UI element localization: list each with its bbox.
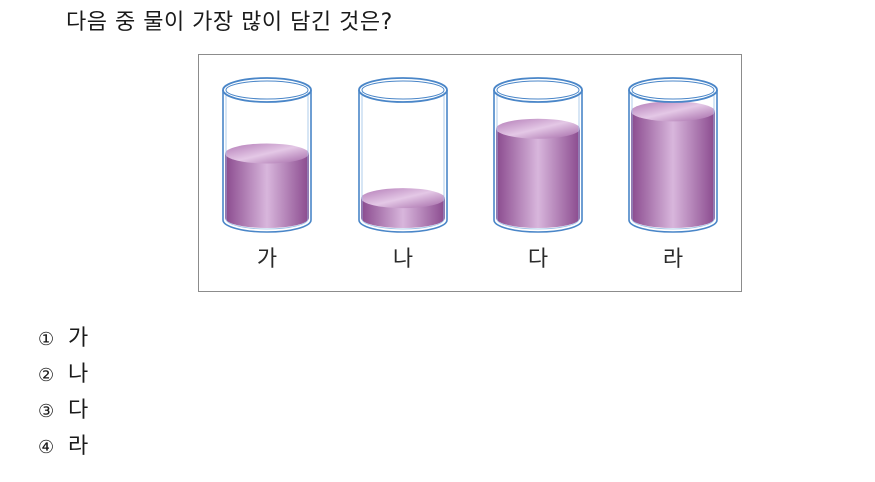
choice-text: 가 — [68, 326, 89, 351]
choice-text: 라 — [68, 434, 89, 459]
cups-figure: 가 나 다 라 — [198, 54, 742, 292]
glass-rim-inner — [361, 80, 445, 100]
liquid-surface — [361, 188, 445, 209]
cup-label-na: 나 — [392, 247, 414, 272]
cup-ra — [628, 77, 718, 233]
glass-rim — [358, 77, 448, 103]
cup-ga — [222, 77, 312, 233]
choice-text: 나 — [68, 362, 89, 387]
cup-label-ra: 라 — [662, 247, 684, 272]
glass-rim — [628, 77, 718, 103]
glass-rim-inner — [496, 80, 580, 100]
liquid-surface — [631, 101, 715, 122]
glass-wall — [628, 90, 718, 233]
cups-illustration — [222, 77, 718, 233]
glass-rim — [493, 77, 583, 103]
glass-wall — [222, 90, 312, 233]
cup-label-da: 다 — [527, 247, 549, 272]
cup-da — [493, 77, 583, 233]
liquid-surface — [225, 143, 309, 164]
glass-wall — [358, 90, 448, 233]
choice-number: ④ — [38, 437, 55, 458]
glass-rim — [222, 77, 312, 103]
cup-na — [358, 77, 448, 233]
cup-label-ga: 가 — [256, 247, 278, 272]
liquid-body — [496, 128, 580, 228]
choice-number: ① — [38, 329, 55, 350]
glass-inner-wall — [225, 92, 309, 230]
glass-rim-inner — [225, 80, 309, 100]
choice-number: ③ — [38, 401, 55, 422]
question-text: 다음 중 물이 가장 많이 담긴 것은? — [66, 10, 393, 35]
glass-wall — [493, 90, 583, 233]
glass-inner-wall — [496, 92, 580, 230]
liquid-body — [631, 111, 715, 228]
glass-inner-wall — [361, 92, 445, 230]
choice-number: ② — [38, 365, 55, 386]
glass-inner-wall — [631, 92, 715, 230]
liquid-surface — [496, 118, 580, 139]
choice-text: 다 — [68, 398, 89, 423]
liquid-body — [225, 153, 309, 228]
glass-rim-inner — [631, 80, 715, 100]
